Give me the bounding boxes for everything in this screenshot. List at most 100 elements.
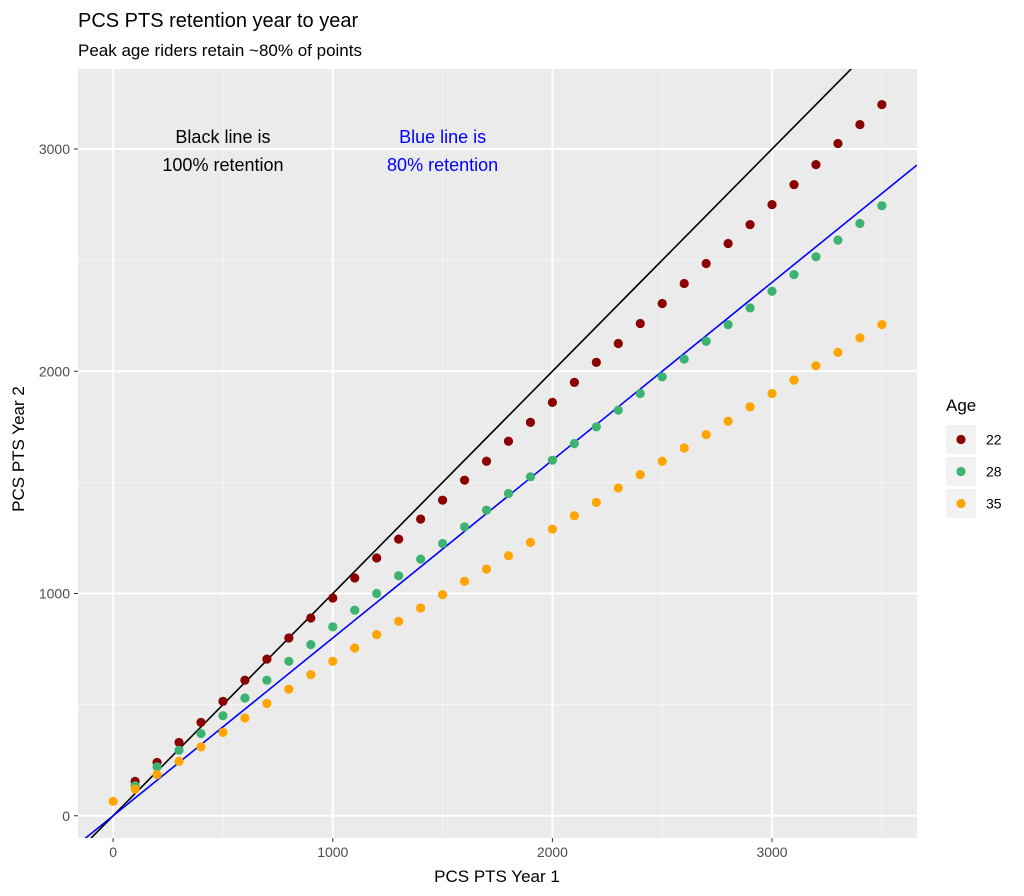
annotation-text: 80% retention	[387, 155, 498, 175]
data-point-age-28	[855, 218, 865, 229]
x-tick-label: 2000	[537, 844, 568, 860]
data-point-age-22	[701, 258, 711, 269]
data-point-age-35	[833, 347, 843, 357]
data-point-age-28	[416, 554, 426, 564]
data-point-age-35	[152, 770, 162, 780]
data-point-age-28	[767, 286, 777, 296]
data-point-age-35	[306, 670, 316, 680]
data-point-age-28	[525, 472, 536, 482]
data-point-age-35	[262, 698, 272, 709]
data-point-age-35	[174, 756, 184, 766]
data-point-age-28	[481, 505, 492, 515]
data-point-age-35	[459, 576, 470, 586]
data-point-age-28	[459, 522, 470, 532]
y-tick-label: 3000	[39, 141, 70, 157]
data-point-age-35	[394, 616, 404, 626]
data-point-age-35	[525, 537, 536, 548]
plot-panel: Black line is 100% retention Blue line is 8…	[78, 69, 917, 838]
legend-label-age-35: 35	[986, 496, 1002, 512]
data-point-age-22	[240, 675, 250, 685]
data-point-age-22	[503, 436, 514, 446]
chart-subtitle: Peak age riders retain ~80% of points	[78, 41, 362, 60]
data-point-age-28	[635, 388, 645, 399]
data-point-age-22	[372, 553, 382, 563]
y-tick-label: 1000	[39, 586, 70, 602]
annotation-text: 100% retention	[162, 155, 283, 175]
y-axis-title: PCS PTS Year 2	[9, 386, 28, 512]
data-point-age-28	[284, 656, 294, 666]
data-point-age-22	[657, 298, 667, 309]
data-point-age-28	[306, 640, 316, 650]
data-point-age-28	[547, 455, 558, 465]
legend-key-age-35	[956, 498, 966, 509]
legend-label-age-28: 28	[986, 464, 1002, 480]
data-point-age-28	[394, 571, 404, 581]
data-point-age-35	[350, 643, 360, 653]
data-point-age-22	[613, 338, 623, 349]
data-point-age-28	[811, 252, 821, 262]
data-point-age-35	[591, 497, 601, 507]
data-point-age-22	[459, 475, 470, 485]
x-tick-label: 1000	[317, 844, 348, 860]
data-point-age-28	[218, 711, 228, 721]
data-point-age-35	[437, 590, 448, 600]
data-point-age-35	[108, 796, 118, 806]
data-point-age-35	[767, 388, 777, 399]
data-point-age-22	[811, 159, 821, 170]
reference-lines	[84, 69, 917, 838]
data-point-age-22	[525, 417, 536, 427]
data-point-age-28	[196, 728, 206, 739]
legend-label-age-22: 22	[986, 432, 1002, 448]
data-point-age-28	[328, 622, 338, 632]
data-point-age-28	[569, 438, 579, 449]
data-point-age-35	[328, 656, 338, 666]
data-point-age-28	[503, 488, 514, 499]
data-point-age-22	[789, 179, 799, 190]
data-point-age-28	[679, 354, 689, 364]
data-point-age-22	[284, 633, 294, 643]
data-point-age-28	[833, 235, 843, 245]
data-point-age-22	[723, 238, 733, 249]
annotation-text: Blue line is	[399, 127, 486, 147]
data-point-age-22	[635, 318, 645, 329]
data-point-age-22	[394, 534, 404, 544]
data-point-age-35	[416, 603, 426, 613]
points	[108, 99, 887, 806]
legend-title: Age	[946, 396, 976, 415]
y-tick-label: 2000	[39, 363, 70, 379]
data-point-age-22	[481, 456, 492, 466]
x-axis-title: PCS PTS Year 1	[434, 867, 560, 886]
data-point-age-22	[569, 377, 579, 387]
x-tick-label: 0	[109, 844, 117, 860]
reference-line	[84, 164, 917, 838]
legend: Age 22 28 35	[946, 396, 1002, 518]
data-point-age-35	[284, 684, 294, 694]
data-point-age-22	[350, 573, 360, 583]
data-point-age-22	[328, 593, 338, 603]
data-point-age-35	[745, 402, 755, 412]
data-point-age-28	[262, 675, 272, 685]
data-point-age-35	[240, 713, 250, 723]
data-point-age-22	[855, 119, 865, 130]
data-point-age-35	[218, 727, 228, 738]
annotation-text: Black line is	[175, 127, 270, 147]
data-point-age-35	[679, 443, 689, 453]
legend-key-age-28	[956, 466, 966, 477]
data-point-age-28	[240, 693, 250, 703]
data-point-age-35	[723, 416, 733, 426]
data-point-age-35	[481, 564, 492, 574]
data-point-age-28	[789, 269, 799, 280]
data-point-age-28	[745, 303, 755, 313]
data-point-age-22	[745, 219, 755, 230]
reference-line	[90, 69, 853, 838]
data-point-age-22	[262, 654, 272, 664]
data-point-age-22	[218, 696, 228, 706]
data-point-age-22	[196, 717, 206, 728]
data-point-age-22	[877, 99, 887, 110]
data-point-age-28	[657, 372, 667, 382]
data-point-age-28	[701, 336, 711, 346]
data-point-age-28	[350, 605, 360, 615]
data-point-age-22	[833, 138, 843, 149]
data-point-age-35	[789, 375, 799, 385]
